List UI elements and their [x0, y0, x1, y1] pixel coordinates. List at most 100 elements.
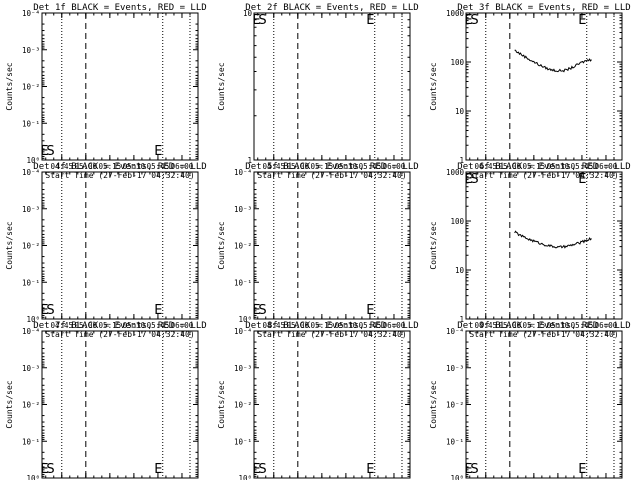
- x-tick-label: 06:00: [171, 321, 194, 330]
- x-tick-label: 05:00: [499, 162, 522, 171]
- x-tick-label: 05:30: [123, 321, 146, 330]
- y-tick-label: 10⁻²: [234, 401, 252, 410]
- y-tick-label: 10⁻³: [234, 364, 252, 373]
- y-axis-label: Counts/sec: [217, 380, 226, 428]
- interval-marker-label: E: [40, 144, 48, 159]
- y-tick-label: 10⁻¹: [22, 437, 40, 446]
- y-axis-label: Counts/sec: [429, 62, 438, 110]
- chart-panel: Det 9f BLACK = Events, RED = LLD 10⁰ 10⁻¹ 1…: [429, 321, 631, 480]
- plot-frame: [465, 330, 623, 479]
- interval-marker-label: E: [578, 13, 586, 28]
- x-tick-label: 05:45: [571, 321, 594, 330]
- y-tick-label: 1: [247, 156, 252, 165]
- events-series-line: [514, 230, 592, 249]
- y-tick-label: 10⁻¹: [22, 119, 40, 128]
- interval-marker-label: S: [46, 303, 54, 318]
- x-axis-label: Start Time (27-Feb-17 04:32:40): [257, 171, 406, 180]
- interval-marker-label: E: [40, 303, 48, 318]
- x-tick-label: 04:45: [262, 162, 285, 171]
- x-axis-label: Start Time (27-Feb-17 04:32:40): [469, 330, 618, 339]
- y-tick-label: 10⁻³: [22, 205, 40, 214]
- y-axis-label: Counts/sec: [217, 62, 226, 110]
- x-tick-label: 05:45: [359, 321, 382, 330]
- y-tick-label: 10⁻¹: [234, 437, 252, 446]
- y-axis-label: Counts/sec: [429, 221, 438, 269]
- chart-panel: Det 7f BLACK = Events, RED = LLD 10⁰ 10⁻¹ 1…: [5, 321, 207, 480]
- y-tick-label: 100: [450, 58, 464, 67]
- chart-title: Det 8f BLACK = Events, RED = LLD: [245, 321, 418, 331]
- x-tick-label: 05:30: [123, 162, 146, 171]
- x-tick-label: 05:15: [523, 162, 546, 171]
- x-tick-label: 05:45: [359, 162, 382, 171]
- chart-panel: Det 5f BLACK = Events, RED = LLD 10⁰ 10⁻¹ 1…: [217, 162, 419, 339]
- y-tick-label: 10⁰: [26, 315, 40, 324]
- chart-title: Det 9f BLACK = Events, RED = LLD: [457, 321, 630, 331]
- y-tick-label: 10⁻⁴: [446, 327, 464, 336]
- x-tick-label: 05:15: [523, 321, 546, 330]
- interval-marker-label: E: [154, 144, 162, 159]
- x-tick-label: 06:00: [383, 321, 406, 330]
- interval-marker-label: E: [366, 13, 374, 28]
- interval-marker-label: S: [470, 462, 478, 477]
- y-tick-label: 100: [450, 217, 464, 226]
- interval-marker-label: S: [470, 13, 478, 28]
- x-tick-label: 05:30: [547, 162, 570, 171]
- chart-panel: Det 1f BLACK = Events, RED = LLD 10⁰ 10⁻¹ 1…: [5, 3, 207, 180]
- interval-marker-label: E: [252, 462, 260, 477]
- y-tick-label: 10: [455, 107, 465, 116]
- interval-marker-label: S: [46, 462, 54, 477]
- x-axis-label: Start Time (27-Feb-17 04:32:40): [257, 330, 406, 339]
- y-tick-label: 10⁻²: [22, 242, 40, 251]
- x-tick-label: 05:30: [335, 321, 358, 330]
- y-axis-label: Counts/sec: [5, 380, 14, 428]
- y-tick-label: 10⁻¹: [446, 437, 464, 446]
- x-tick-label: 05:00: [287, 162, 310, 171]
- y-tick-label: 10⁻⁴: [22, 168, 40, 177]
- chart-title: Det 6f BLACK = Events, RED = LLD: [457, 162, 630, 172]
- x-tick-label: 05:00: [287, 321, 310, 330]
- plot-frame: [465, 171, 623, 320]
- plot-frame: [465, 12, 623, 161]
- y-tick-label: 10: [243, 9, 253, 18]
- chart-panel: Det 6f BLACK = Events, RED = LLD 1 10 100 10…: [429, 162, 631, 339]
- y-tick-label: 1000: [446, 9, 465, 18]
- interval-marker-label: S: [46, 144, 54, 159]
- y-axis-label: Counts/sec: [5, 221, 14, 269]
- x-axis-label: Start Time (27-Feb-17 04:32:40): [45, 330, 194, 339]
- x-tick-label: 04:45: [262, 321, 285, 330]
- x-tick-label: 05:15: [311, 162, 334, 171]
- plot-frame: [41, 12, 199, 161]
- interval-marker-label: E: [464, 462, 472, 477]
- y-tick-label: 10⁻²: [22, 83, 40, 92]
- y-tick-label: 10⁰: [26, 474, 40, 480]
- x-tick-label: 04:45: [474, 162, 497, 171]
- x-tick-label: 05:00: [75, 162, 98, 171]
- y-tick-label: 10⁰: [26, 156, 40, 165]
- chart-title: Det 7f BLACK = Events, RED = LLD: [33, 321, 206, 331]
- x-tick-label: 06:00: [383, 162, 406, 171]
- interval-marker-label: E: [154, 462, 162, 477]
- x-tick-label: 06:00: [595, 162, 618, 171]
- y-tick-label: 10⁻³: [446, 364, 464, 373]
- y-tick-label: 10⁻¹: [22, 278, 40, 287]
- x-tick-label: 04:45: [50, 162, 73, 171]
- x-axis-label: Start Time (27-Feb-17 04:32:40): [469, 171, 618, 180]
- chart-title: Det 5f BLACK = Events, RED = LLD: [245, 162, 418, 172]
- chart-panel: Det 4f BLACK = Events, RED = LLD 10⁰ 10⁻¹ 1…: [5, 162, 207, 339]
- plot-frame: [253, 330, 411, 479]
- plot-frame: [41, 171, 199, 320]
- y-tick-label: 10⁻⁴: [234, 168, 252, 177]
- y-tick-label: 1: [459, 156, 464, 165]
- y-tick-label: 10⁻⁴: [22, 9, 40, 18]
- y-tick-label: 10⁻¹: [234, 278, 252, 287]
- interval-marker-label: E: [366, 303, 374, 318]
- x-tick-label: 05:45: [147, 321, 170, 330]
- interval-marker-label: S: [258, 303, 266, 318]
- x-tick-label: 05:00: [75, 321, 98, 330]
- interval-marker-label: E: [252, 13, 260, 28]
- y-tick-label: 10⁻²: [234, 242, 252, 251]
- plot-frame: [253, 12, 411, 161]
- y-axis-label: Counts/sec: [5, 62, 14, 110]
- interval-marker-label: S: [258, 462, 266, 477]
